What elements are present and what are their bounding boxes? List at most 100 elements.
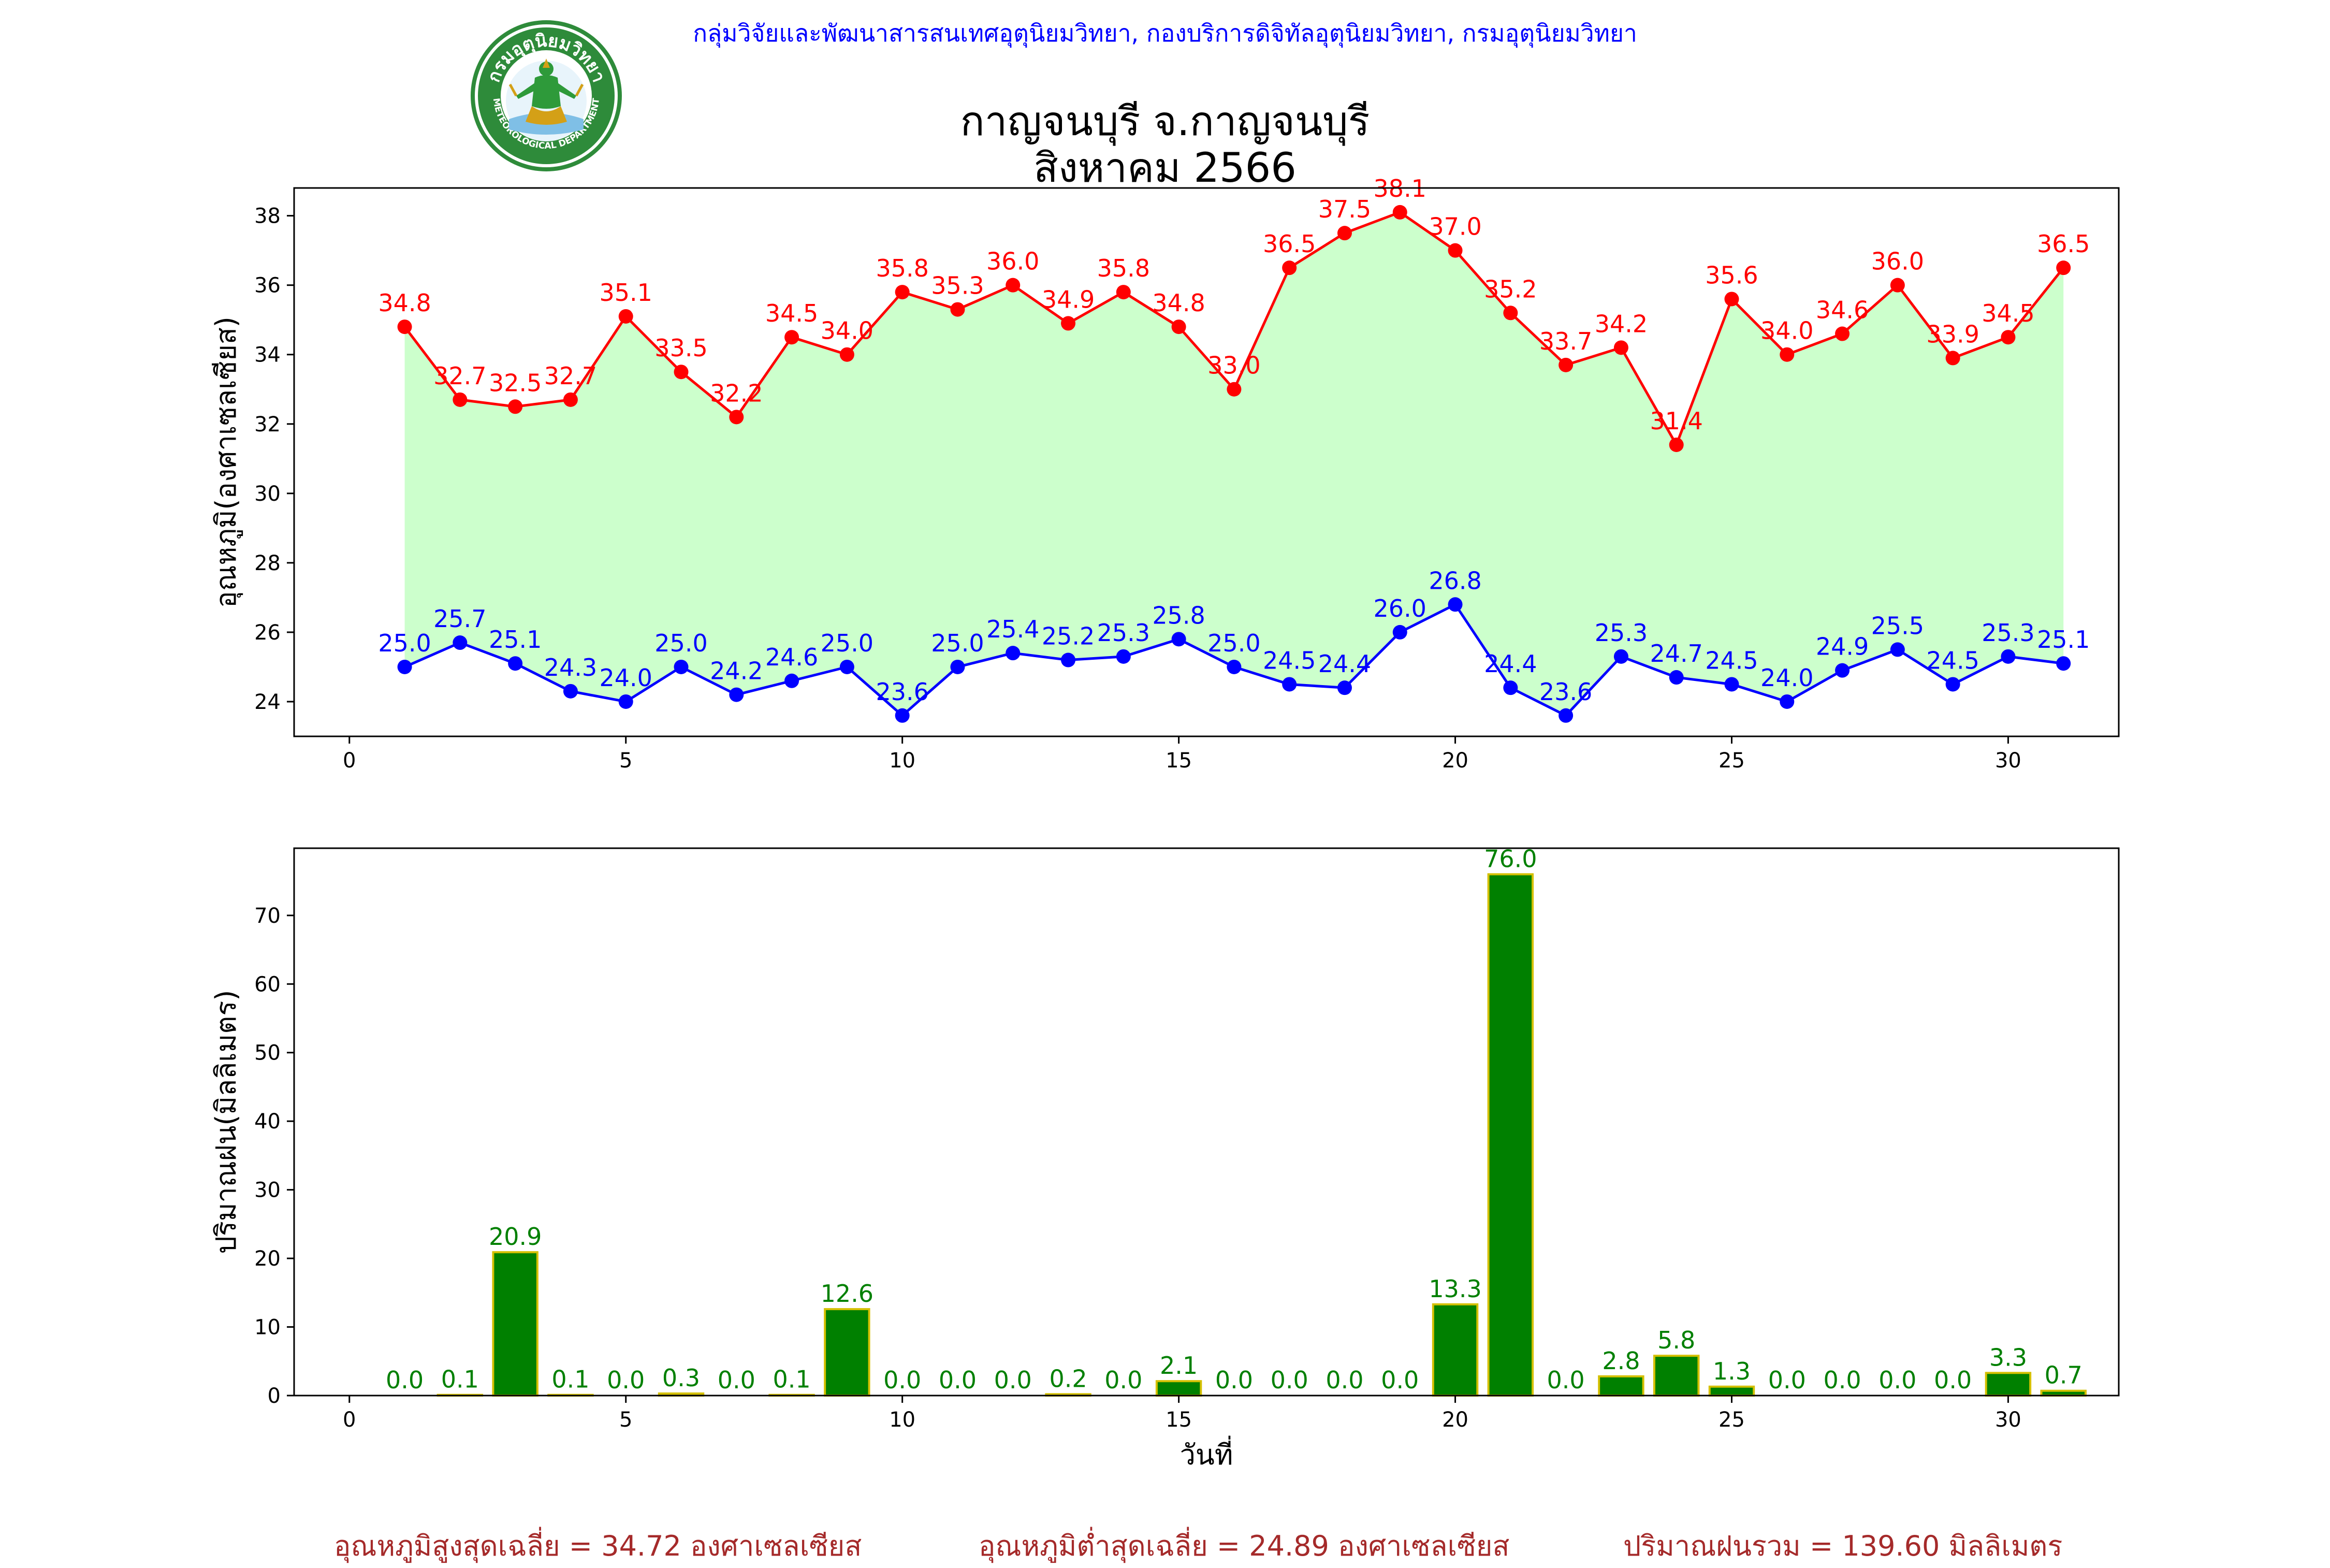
max-temperature-point [839, 347, 854, 362]
y-tick-label: 38 [254, 205, 281, 228]
max-temperature-point [1061, 316, 1076, 331]
rainfall-label: 0.1 [441, 1366, 479, 1393]
max-temperature-label: 36.5 [1263, 230, 1316, 258]
min-temperature-label: 24.0 [600, 664, 652, 692]
y-tick-label: 60 [254, 972, 281, 996]
rainfall-label: 2.1 [1160, 1352, 1198, 1380]
min-temperature-label: 24.6 [765, 643, 818, 671]
min-temperature-point [453, 635, 468, 650]
x-tick-label: 0 [343, 1408, 356, 1432]
min-temperature-label: 25.0 [1207, 629, 1260, 657]
max-temperature-label: 35.1 [600, 279, 652, 307]
x-tick-label: 5 [619, 749, 632, 773]
rainfall-y-axis-label: ปริมาณฝน(มิลลิเมตร) [210, 990, 242, 1254]
x-tick-label: 25 [1719, 1408, 1745, 1432]
min-temperature-label: 24.5 [1926, 646, 1979, 674]
max-temperature-label: 36.5 [2037, 230, 2090, 258]
min-temperature-point [1724, 677, 1739, 692]
max-temperature-point [1835, 326, 1850, 341]
rainfall-label: 1.3 [1713, 1357, 1751, 1385]
min-temperature-point [1116, 649, 1131, 664]
max-temperature-label: 35.3 [931, 272, 984, 300]
max-temperature-point [1669, 437, 1684, 452]
rainfall-bar [824, 1308, 870, 1397]
max-temperature-point [1945, 351, 1960, 366]
rainfall-label: 0.0 [607, 1366, 645, 1394]
max-temperature-point [618, 309, 633, 324]
max-temperature-point [1724, 292, 1739, 307]
rainfall-bar [1487, 873, 1534, 1397]
rainfall-label: 0.0 [939, 1366, 977, 1394]
y-tick-label: 30 [254, 482, 281, 506]
max-temperature-label: 36.0 [1871, 248, 1924, 275]
min-temperature-label: 24.9 [1816, 633, 1869, 661]
min-temperature-label: 24.0 [1760, 664, 1813, 692]
total-rainfall: ปริมาณฝนรวม = 139.60 มิลลิเมตร [1623, 1530, 2063, 1562]
min-temperature-label: 25.4 [986, 615, 1039, 643]
min-temperature-label: 24.2 [710, 657, 763, 685]
rainfall-panel: 0.0 0.1 20.9 0.1 0.0 0.3 0.0 0.1 12.6 0.0 0.0 0.0 0.… [210, 845, 2120, 1471]
avg-min-temperature: อุณหภูมิต่ำสุดเฉลี่ย = 24.89 องศาเซลเซีย… [979, 1530, 1510, 1562]
min-temperature-point [1006, 646, 1021, 661]
max-temperature-label: 34.9 [1042, 285, 1095, 313]
x-tick-label: 25 [1719, 749, 1745, 773]
rainfall-bar [1653, 1355, 1700, 1397]
max-temperature-label: 31.4 [1650, 407, 1702, 435]
min-temperature-point [508, 656, 523, 671]
min-temperature-point [895, 708, 910, 723]
min-temperature-label: 24.5 [1263, 646, 1316, 674]
min-temperature-point [1780, 694, 1795, 709]
max-temperature-point [1780, 347, 1795, 362]
y-tick-label: 26 [254, 621, 281, 645]
rainfall-bar [1985, 1372, 2032, 1397]
rainfall-label: 13.3 [1429, 1275, 1481, 1303]
x-tick-label: 0 [343, 749, 356, 773]
max-temperature-point [1448, 243, 1463, 258]
min-temperature-point [1171, 632, 1186, 647]
max-temperature-label: 33.5 [654, 334, 707, 362]
min-temperature-label: 25.1 [2037, 626, 2090, 654]
max-temperature-point [1890, 278, 1905, 293]
min-temperature-point [2056, 656, 2071, 671]
max-temperature-label: 35.6 [1705, 261, 1758, 289]
min-temperature-point [1890, 642, 1905, 657]
x-tick-label: 20 [1442, 1408, 1468, 1432]
rainfall-label: 5.8 [1657, 1326, 1695, 1354]
min-temperature-point [563, 684, 578, 699]
max-temperature-point [2056, 260, 2071, 275]
max-temperature-label: 33.7 [1539, 327, 1592, 355]
x-tick-label: 15 [1166, 1408, 1192, 1432]
y-tick-label: 32 [254, 413, 281, 437]
min-temperature-point [1337, 680, 1352, 695]
min-temperature-label: 25.3 [1595, 619, 1648, 647]
min-temperature-point [950, 659, 965, 674]
max-temperature-label: 34.8 [378, 289, 431, 317]
max-temperature-label: 34.0 [821, 317, 873, 345]
min-temperature-point [1559, 708, 1574, 723]
rainfall-bar [1432, 1303, 1479, 1397]
min-temperature-label: 25.0 [654, 629, 707, 657]
min-temperature-label: 25.5 [1871, 612, 1924, 640]
max-temperature-label: 34.0 [1760, 317, 1813, 345]
max-temperature-point [950, 302, 965, 317]
x-tick-label: 10 [889, 749, 915, 773]
rainfall-label: 0.0 [1547, 1366, 1585, 1394]
avg-max-temperature: อุณหภูมิสูงสุดเฉลี่ย = 34.72 องศาเซลเซีย… [334, 1530, 862, 1562]
rainfall-bar [492, 1251, 538, 1397]
temperature-panel: 34.832.7 32.5 32.735.133.532.234.534.035.8… [210, 175, 2120, 773]
rainfall-x-axis-label: วันที่ [1180, 1435, 1233, 1471]
temperature-axes-frame [293, 187, 2120, 737]
rainfall-label: 0.0 [1934, 1366, 1972, 1394]
min-temperature-point [784, 673, 799, 688]
rainfall-label: 0.7 [2045, 1361, 2083, 1389]
max-temperature-point [563, 392, 578, 407]
max-temperature-point [895, 285, 910, 300]
max-temperature-label: 36.0 [986, 248, 1039, 275]
max-temperature-point [1613, 340, 1628, 355]
min-temperature-point [729, 687, 744, 702]
rainfall-label: 0.0 [1271, 1366, 1308, 1394]
min-temperature-label: 24.3 [544, 654, 597, 681]
max-temperature-label: 33.0 [1207, 352, 1260, 380]
max-temperature-point [674, 365, 689, 380]
